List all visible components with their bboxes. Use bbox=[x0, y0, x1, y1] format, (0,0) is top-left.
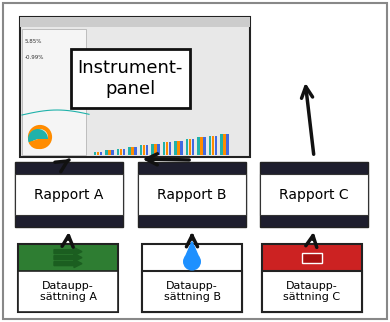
FancyBboxPatch shape bbox=[15, 162, 123, 227]
Text: Rapport A: Rapport A bbox=[34, 187, 104, 202]
FancyBboxPatch shape bbox=[260, 162, 368, 227]
FancyBboxPatch shape bbox=[105, 150, 108, 155]
Polygon shape bbox=[186, 242, 198, 256]
FancyBboxPatch shape bbox=[220, 134, 223, 155]
FancyBboxPatch shape bbox=[18, 271, 118, 312]
Text: Rapport B: Rapport B bbox=[157, 187, 227, 202]
FancyBboxPatch shape bbox=[143, 146, 145, 155]
FancyArrow shape bbox=[54, 260, 82, 268]
FancyBboxPatch shape bbox=[138, 174, 246, 215]
FancyArrow shape bbox=[54, 248, 82, 256]
FancyBboxPatch shape bbox=[142, 244, 242, 312]
FancyBboxPatch shape bbox=[18, 244, 118, 312]
FancyBboxPatch shape bbox=[166, 142, 168, 155]
FancyBboxPatch shape bbox=[223, 134, 225, 155]
Circle shape bbox=[183, 252, 201, 270]
Wedge shape bbox=[28, 139, 48, 149]
Text: Rapport C: Rapport C bbox=[279, 187, 349, 202]
FancyBboxPatch shape bbox=[180, 141, 183, 155]
FancyBboxPatch shape bbox=[262, 244, 362, 312]
FancyBboxPatch shape bbox=[22, 29, 87, 155]
FancyBboxPatch shape bbox=[212, 136, 214, 155]
FancyBboxPatch shape bbox=[177, 141, 180, 155]
FancyBboxPatch shape bbox=[215, 136, 217, 155]
Text: -0.99%: -0.99% bbox=[25, 55, 44, 60]
FancyBboxPatch shape bbox=[97, 152, 99, 155]
FancyBboxPatch shape bbox=[120, 148, 122, 155]
Text: Instrument-
panel: Instrument- panel bbox=[78, 59, 183, 98]
FancyBboxPatch shape bbox=[168, 142, 171, 155]
FancyBboxPatch shape bbox=[20, 17, 250, 27]
FancyBboxPatch shape bbox=[260, 174, 368, 215]
FancyBboxPatch shape bbox=[145, 146, 148, 155]
FancyBboxPatch shape bbox=[140, 146, 142, 155]
FancyBboxPatch shape bbox=[108, 150, 111, 155]
FancyBboxPatch shape bbox=[209, 136, 211, 155]
FancyBboxPatch shape bbox=[197, 137, 200, 155]
FancyBboxPatch shape bbox=[163, 142, 165, 155]
FancyBboxPatch shape bbox=[117, 148, 119, 155]
FancyBboxPatch shape bbox=[20, 17, 250, 157]
FancyBboxPatch shape bbox=[131, 147, 134, 155]
FancyBboxPatch shape bbox=[262, 271, 362, 312]
FancyBboxPatch shape bbox=[151, 144, 154, 155]
FancyBboxPatch shape bbox=[94, 152, 96, 155]
FancyBboxPatch shape bbox=[138, 162, 246, 227]
FancyBboxPatch shape bbox=[154, 144, 157, 155]
Text: Dataupp-
sättning B: Dataupp- sättning B bbox=[163, 281, 220, 302]
FancyArrow shape bbox=[54, 254, 82, 261]
Text: Dataupp-
sättning C: Dataupp- sättning C bbox=[284, 281, 340, 302]
FancyBboxPatch shape bbox=[134, 147, 136, 155]
Wedge shape bbox=[28, 129, 48, 142]
FancyBboxPatch shape bbox=[203, 137, 206, 155]
FancyBboxPatch shape bbox=[142, 271, 242, 312]
FancyBboxPatch shape bbox=[111, 150, 113, 155]
FancyBboxPatch shape bbox=[191, 139, 194, 155]
FancyBboxPatch shape bbox=[226, 134, 229, 155]
FancyBboxPatch shape bbox=[128, 147, 131, 155]
FancyBboxPatch shape bbox=[186, 139, 188, 155]
FancyBboxPatch shape bbox=[200, 137, 202, 155]
FancyBboxPatch shape bbox=[99, 152, 102, 155]
FancyBboxPatch shape bbox=[122, 148, 125, 155]
FancyBboxPatch shape bbox=[174, 141, 177, 155]
FancyBboxPatch shape bbox=[71, 49, 190, 108]
FancyBboxPatch shape bbox=[15, 174, 123, 215]
FancyBboxPatch shape bbox=[189, 139, 191, 155]
FancyBboxPatch shape bbox=[302, 252, 322, 263]
Text: Dataupp-
sättning A: Dataupp- sättning A bbox=[39, 281, 96, 302]
Text: 5.85%: 5.85% bbox=[25, 39, 43, 44]
FancyBboxPatch shape bbox=[157, 144, 160, 155]
